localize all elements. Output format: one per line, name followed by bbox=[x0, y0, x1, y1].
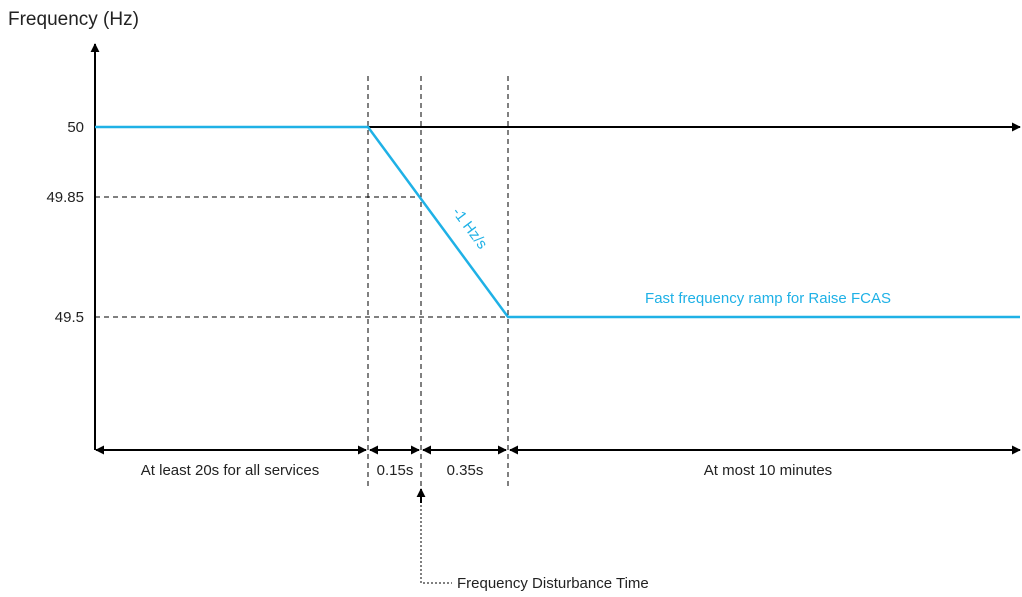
disturbance-time-label: Frequency Disturbance Time bbox=[457, 575, 649, 592]
y-axis-title: Frequency (Hz) bbox=[8, 9, 139, 30]
segment-label: 0.35s bbox=[447, 462, 484, 479]
frequency-profile-line bbox=[95, 125, 1020, 319]
segment-label: 0.15s bbox=[377, 462, 414, 479]
ramp-label: Fast frequency ramp for Raise FCAS bbox=[645, 290, 891, 307]
y-tick-label: 49.85 bbox=[46, 189, 84, 206]
y-tick-label: 49.5 bbox=[55, 309, 84, 326]
segment-label: At most 10 minutes bbox=[704, 462, 832, 479]
segment-label: At least 20s for all services bbox=[141, 462, 319, 479]
y-tick-label: 50 bbox=[67, 119, 84, 136]
annotation-leader-line bbox=[420, 505, 452, 584]
